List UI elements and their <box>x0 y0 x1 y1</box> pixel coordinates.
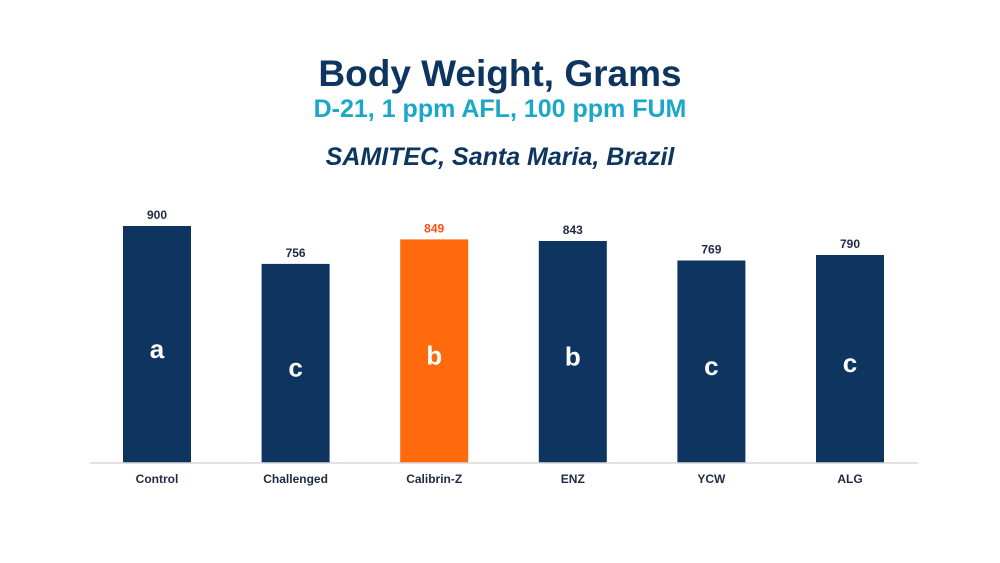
significance-letter: c <box>843 348 857 378</box>
significance-letter: a <box>150 334 165 364</box>
chart-title: Body Weight, Grams <box>318 53 682 94</box>
chart-location-subtitle: SAMITEC, Santa Maria, Brazil <box>325 143 675 171</box>
category-label: Calibrin-Z <box>406 472 462 486</box>
value-label: 900 <box>147 208 167 222</box>
value-label: 849 <box>424 221 444 235</box>
labels-layer: 900 a Control 756 c Challenged 849 b Calibrin-Z 8… <box>136 208 863 486</box>
category-label: ALG <box>837 472 862 486</box>
value-label: 790 <box>840 237 860 251</box>
significance-letter: b <box>426 341 442 371</box>
value-label: 843 <box>563 223 583 237</box>
category-label: Challenged <box>263 472 328 486</box>
chart-subtitle: D-21, 1 ppm AFL, 100 ppm FUM <box>313 95 687 123</box>
significance-letter: b <box>565 341 581 371</box>
bar-challenged <box>261 263 330 463</box>
significance-letter: c <box>704 351 718 381</box>
value-label: 756 <box>286 246 306 260</box>
bar-calibrin-z <box>400 239 469 463</box>
category-label: ENZ <box>561 472 585 486</box>
bar-alg <box>816 255 884 463</box>
category-label: Control <box>136 472 179 486</box>
bar-ycw <box>677 260 746 463</box>
value-label: 769 <box>701 243 721 257</box>
category-label: YCW <box>697 472 726 486</box>
significance-letter: c <box>288 352 302 382</box>
bar-control <box>123 226 191 463</box>
bar-enz <box>538 241 607 463</box>
bars-layer <box>123 226 884 463</box>
